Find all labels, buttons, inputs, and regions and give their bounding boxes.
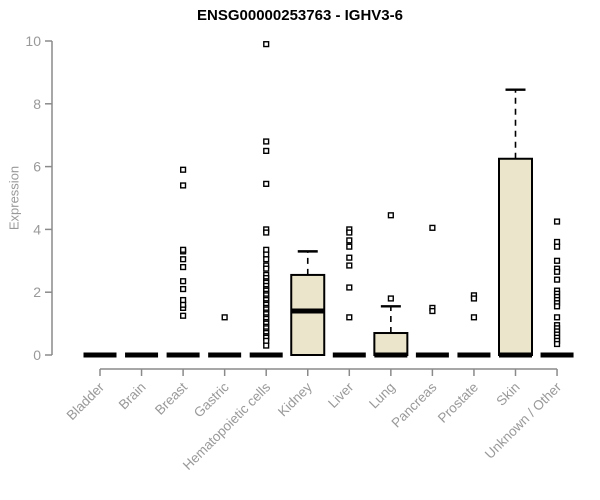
outlier-point — [346, 237, 353, 244]
outlier-point — [387, 295, 394, 302]
x-category-label: Gastric — [191, 379, 232, 420]
outlier-point — [263, 138, 270, 145]
outlier-point — [221, 314, 228, 321]
outlier-point — [263, 265, 270, 272]
x-category-label: Skin — [493, 380, 522, 409]
y-tick-label: 6 — [33, 159, 41, 175]
y-tick-label: 2 — [33, 284, 41, 300]
outlier-point — [179, 285, 187, 293]
box-kidney — [290, 273, 326, 356]
outlier-point — [263, 147, 270, 155]
x-category-label: Breast — [152, 379, 190, 417]
x-category-label: Unknown / Other — [482, 379, 565, 462]
outlier-point — [429, 224, 436, 231]
x-category-label: Pancreas — [389, 379, 440, 430]
outlier-point — [387, 212, 394, 219]
chart-title: ENSG00000253763 - IGHV3-6 — [197, 7, 403, 24]
outlier-point — [553, 257, 561, 264]
outlier-point — [179, 296, 187, 304]
y-tick-label: 4 — [33, 221, 41, 237]
outlier-point — [553, 218, 561, 225]
outlier-point — [346, 284, 353, 291]
outlier-point — [179, 278, 187, 285]
outlier-point — [553, 243, 561, 250]
box-skin — [498, 157, 533, 356]
outlier-point — [553, 340, 561, 348]
outlier-point — [179, 182, 187, 189]
y-tick-label: 8 — [33, 96, 41, 112]
outlier-point — [553, 276, 561, 283]
y-tick-label: 0 — [33, 347, 41, 363]
outlier-point — [553, 268, 561, 275]
outlier-point — [346, 229, 353, 236]
x-category-label: Liver — [325, 379, 357, 411]
box-lung — [373, 332, 409, 356]
outlier-point — [429, 307, 436, 315]
outlier-point — [346, 254, 353, 261]
y-tick-label: 10 — [25, 33, 41, 49]
outlier-point — [346, 262, 353, 269]
outlier-point — [470, 295, 478, 302]
outlier-point — [263, 229, 270, 236]
x-category-label: Bladder — [64, 379, 108, 423]
outlier-point — [553, 303, 561, 310]
outlier-point — [179, 312, 187, 319]
x-category-label: Kidney — [275, 379, 315, 419]
outlier-point — [553, 314, 561, 321]
outlier-point — [263, 180, 270, 187]
outlier-point — [179, 246, 187, 253]
outlier-point — [179, 166, 187, 173]
outlier-point — [470, 314, 478, 321]
outlier-point — [263, 256, 270, 263]
outlier-point — [346, 243, 353, 250]
outlier-point — [263, 41, 270, 48]
x-category-label: Prostate — [435, 380, 481, 426]
x-category-label: Lung — [366, 380, 398, 412]
x-category-label: Brain — [116, 380, 149, 413]
outlier-point — [179, 256, 187, 263]
outlier-point — [263, 342, 270, 349]
outlier-point — [179, 263, 187, 271]
outlier-point — [346, 314, 353, 321]
